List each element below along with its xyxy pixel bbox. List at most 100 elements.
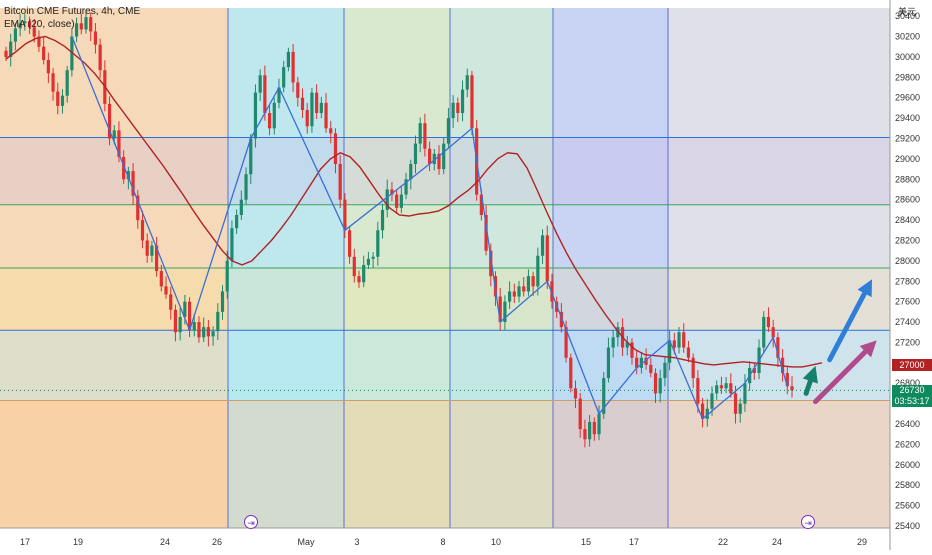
candle-body [729, 383, 733, 394]
candle-body [625, 342, 629, 348]
candle-body [18, 23, 22, 29]
candle-body [13, 28, 18, 42]
candle-body [691, 357, 695, 379]
candle-body [362, 264, 366, 283]
candle-body [724, 383, 728, 389]
chart-legend: Bitcoin CME Futures, 4h, CME EMA (20, cl… [4, 5, 140, 31]
candle-body [427, 148, 432, 164]
candle-body [169, 294, 173, 310]
y-tick-label: 25800 [895, 480, 920, 490]
candle-body [658, 378, 662, 394]
candle-body [315, 92, 319, 114]
candle-body [635, 357, 639, 368]
y-tick-label: 27400 [895, 317, 920, 327]
candle-body [225, 260, 229, 292]
candle-body [446, 118, 451, 144]
candle-body [465, 75, 469, 90]
y-tick-label: 29000 [895, 154, 920, 164]
candle-body [126, 171, 130, 180]
candle-body [484, 214, 488, 251]
candle-body [164, 286, 168, 295]
candle-body [705, 408, 709, 419]
x-tick-label: May [297, 537, 315, 547]
x-tick-label: 24 [772, 537, 782, 547]
candle-body [456, 102, 460, 114]
pink-up-arrow-shaft [813, 349, 868, 405]
y-tick-label: 29400 [895, 113, 920, 123]
candle-body [329, 128, 333, 134]
candle-body [98, 44, 102, 71]
candle-body [573, 388, 578, 399]
candle-body [630, 342, 634, 358]
candle-body [663, 362, 667, 379]
jump-to-date-1-icon[interactable]: ⇥ [244, 515, 258, 529]
candle-body [296, 82, 300, 98]
candle-body [183, 301, 187, 317]
candle-body [451, 102, 455, 119]
candle-body [418, 123, 422, 144]
candle-body [715, 385, 719, 394]
candle-body [324, 102, 328, 129]
y-tick-label: 29800 [895, 72, 920, 82]
x-tick-label: 17 [20, 537, 30, 547]
candle-body [668, 340, 672, 363]
ema-price-value: 27000 [899, 360, 925, 370]
x-tick-label: 29 [857, 537, 867, 547]
candle-body [423, 123, 427, 149]
candle-body [719, 385, 724, 389]
candle-body [597, 413, 601, 435]
y-tick-label: 29200 [895, 134, 920, 144]
candle-body [785, 373, 789, 387]
candle-body [249, 138, 253, 175]
green-up-arrow-head [802, 365, 818, 384]
candle-body [42, 46, 46, 60]
candle-body [220, 291, 225, 312]
candle-body [131, 171, 135, 196]
candle-body [592, 421, 596, 435]
candle-body [536, 255, 540, 287]
y-tick-label: 27200 [895, 337, 920, 347]
candle-body [771, 327, 775, 338]
candle-body [578, 398, 582, 430]
candle-body [155, 245, 159, 272]
y-tick-label: 28000 [895, 256, 920, 266]
jump-to-date-2-icon[interactable]: ⇥ [801, 515, 815, 529]
price-band-1 [0, 268, 890, 331]
candle-body [395, 194, 399, 208]
y-tick-label: 27800 [895, 276, 920, 286]
candle-body [89, 17, 93, 32]
candle-body [267, 113, 272, 129]
candle-body [366, 258, 371, 265]
candle-body [112, 130, 116, 139]
candle-body [258, 75, 262, 93]
candle-body [74, 23, 79, 37]
x-tick-label: 15 [581, 537, 591, 547]
candle-body [545, 235, 549, 282]
candle-body [145, 240, 149, 256]
blue-up-arrow-shaft [827, 290, 868, 363]
candle-body [616, 327, 620, 338]
candle-body [479, 194, 483, 215]
zigzag-pattern-line [71, 36, 788, 420]
candle-body [588, 421, 592, 440]
candle-body [639, 357, 643, 368]
price-band-3 [0, 400, 890, 528]
candle-body [300, 97, 305, 110]
candle-body [733, 393, 738, 414]
candle-body [343, 199, 347, 231]
candle-body [347, 230, 352, 257]
y-tick-label: 26800 [895, 378, 920, 388]
candle-body [173, 309, 178, 333]
candle-body [333, 133, 338, 164]
candle-body [522, 286, 526, 292]
candle-body [32, 27, 36, 37]
x-tick-label: 10 [491, 537, 501, 547]
candle-body [310, 92, 314, 127]
candle-body [649, 364, 653, 374]
ema-line [5, 35, 823, 368]
candle-body [470, 75, 474, 129]
candle-body [606, 347, 611, 379]
candle-body [150, 245, 154, 256]
